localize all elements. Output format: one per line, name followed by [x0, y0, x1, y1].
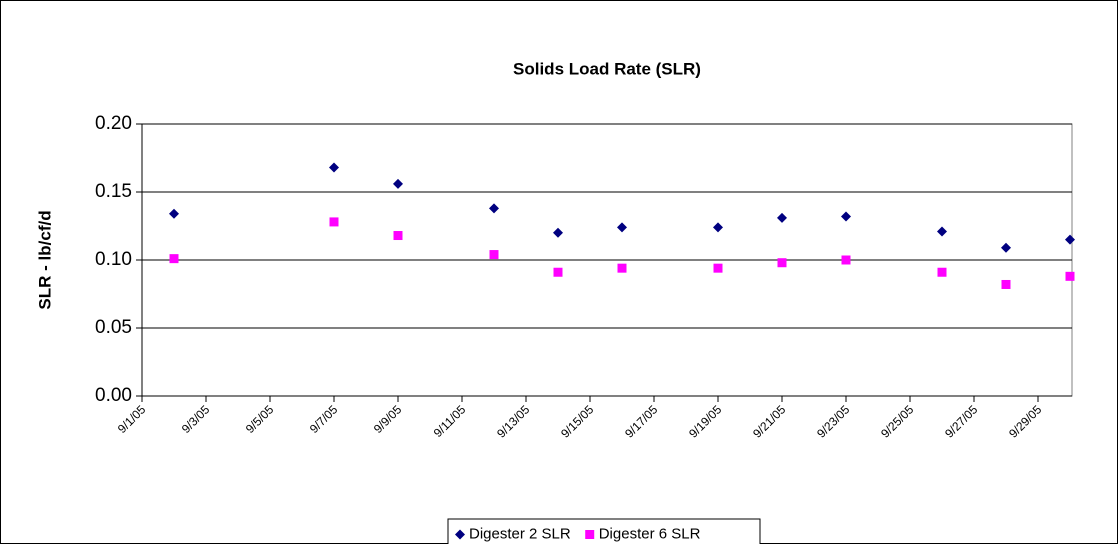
point: [937, 226, 947, 237]
point: [329, 217, 339, 227]
point: [937, 267, 947, 277]
legend-label: Digester 2 SLR: [469, 525, 571, 542]
point: [617, 263, 627, 273]
y-tick-label: 0.15: [95, 181, 132, 202]
point: [169, 208, 179, 219]
point: [553, 267, 563, 277]
y-tick-label: 0.20: [95, 113, 132, 134]
point: [329, 162, 339, 173]
point: [393, 231, 403, 241]
legend-box: [447, 518, 761, 544]
point: [777, 212, 787, 223]
point: [1001, 242, 1011, 253]
point: [393, 178, 403, 189]
point: [841, 255, 851, 265]
point: [489, 250, 499, 260]
point: [1065, 234, 1075, 245]
chart-title: Solids Load Rate (SLR): [513, 59, 701, 78]
point: [617, 222, 627, 233]
point: [777, 258, 787, 268]
point: [713, 263, 723, 273]
point: [713, 222, 723, 233]
y-tick-label: 0.10: [95, 249, 132, 270]
y-tick-label: 0.00: [95, 385, 132, 406]
y-tick-label: 0.05: [95, 317, 132, 338]
point: [553, 227, 563, 238]
point: [1065, 271, 1075, 281]
legend-marker: [585, 530, 595, 539]
point: [841, 211, 851, 222]
point: [169, 254, 179, 264]
point: [1001, 279, 1011, 289]
legend-label: Digester 6 SLR: [599, 525, 701, 542]
y-axis-label: SLR - lb/cf/d: [35, 210, 54, 309]
point: [489, 203, 499, 214]
legend-marker: [455, 529, 465, 540]
